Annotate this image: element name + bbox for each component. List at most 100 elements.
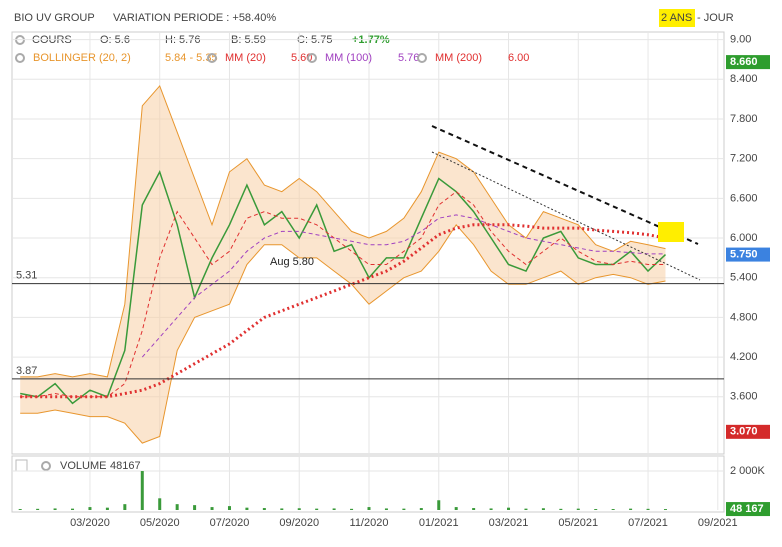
volume-bar bbox=[53, 508, 57, 510]
x-tick-label: 05/2020 bbox=[140, 517, 180, 529]
volume-bar bbox=[594, 509, 598, 510]
y-tick-label: 6.000 bbox=[730, 232, 758, 244]
legend-value: 5.84 - 5.35 bbox=[165, 52, 218, 64]
legend-icon[interactable] bbox=[15, 53, 25, 63]
volume-tag-label: 48 167 bbox=[730, 503, 764, 515]
y-tick-label: 7.800 bbox=[730, 113, 758, 125]
period-highlight bbox=[659, 9, 695, 27]
volume-last: 48167 bbox=[110, 460, 141, 472]
x-tick-label: 07/2020 bbox=[210, 517, 250, 529]
volume-panel bbox=[11, 455, 725, 513]
volume-bar bbox=[227, 506, 231, 510]
bollinger-lower bbox=[20, 223, 666, 444]
y-tick-label: 4.200 bbox=[730, 351, 758, 363]
x-tick-label: 09/2020 bbox=[279, 517, 319, 529]
trend-line bbox=[431, 151, 701, 281]
price-tag-label: 3.070 bbox=[730, 426, 758, 438]
x-tick-label: 07/2021 bbox=[628, 517, 668, 529]
x-tick-label: 09/2021 bbox=[698, 517, 738, 529]
volume-bar bbox=[350, 508, 354, 510]
volume-bar bbox=[402, 508, 406, 510]
annotation: Aug 5.80 bbox=[270, 256, 314, 268]
plot bbox=[12, 33, 724, 510]
volume-bar bbox=[158, 498, 162, 510]
price-tag bbox=[726, 424, 770, 439]
chart-title: BIO UV GROUP bbox=[14, 12, 95, 24]
volume-bar bbox=[71, 508, 75, 510]
y-tick-label: 3.600 bbox=[730, 391, 758, 403]
reference-label: 3.87 bbox=[16, 365, 37, 377]
settings-icon[interactable] bbox=[41, 461, 51, 471]
x-tick-label: 01/2021 bbox=[419, 517, 459, 529]
volume-bar bbox=[105, 507, 109, 510]
x-tick-label: 05/2021 bbox=[558, 517, 598, 529]
legend-icon[interactable] bbox=[207, 53, 217, 63]
volume-bar bbox=[88, 507, 92, 510]
volume-bar bbox=[489, 508, 493, 510]
trend-line bbox=[431, 125, 699, 245]
interval[interactable]: - JOUR bbox=[697, 12, 734, 24]
y-tick-label: 8.400 bbox=[730, 73, 758, 85]
series-line bbox=[20, 169, 667, 405]
volume-bar bbox=[454, 507, 458, 510]
legend-label: MM (100) bbox=[325, 52, 372, 64]
volume-bar bbox=[297, 508, 301, 510]
volume-bar bbox=[123, 504, 127, 510]
series-line bbox=[20, 223, 666, 399]
period[interactable]: 2 ANS bbox=[661, 12, 692, 24]
y-tick-label: 4.800 bbox=[730, 311, 758, 323]
volume-bar bbox=[507, 507, 511, 510]
x-tick-label: 11/2020 bbox=[350, 517, 389, 529]
price-panel bbox=[11, 31, 725, 455]
volume-bar bbox=[315, 508, 319, 510]
volume-bar bbox=[36, 508, 40, 510]
price-tag bbox=[726, 247, 770, 262]
volume-bar bbox=[175, 504, 179, 510]
volume-bar bbox=[646, 508, 650, 510]
volume-tag bbox=[726, 502, 770, 517]
volume-label: VOLUME bbox=[60, 460, 106, 472]
volume-bar bbox=[437, 500, 441, 510]
volume-bar bbox=[524, 508, 528, 510]
volume-bar bbox=[18, 509, 22, 510]
legend-label: BOLLINGER (20, 2) bbox=[33, 52, 131, 64]
volume-bar bbox=[629, 508, 633, 510]
x-tick-label: 03/2021 bbox=[489, 517, 529, 529]
legend-label: MM (200) bbox=[435, 52, 482, 64]
y-tick-label: 5.400 bbox=[730, 272, 758, 284]
legend-icon[interactable] bbox=[307, 53, 317, 63]
volume-bar bbox=[280, 508, 284, 510]
price-tag bbox=[726, 55, 770, 70]
volume-bar bbox=[559, 508, 563, 510]
volume-bar bbox=[611, 509, 615, 510]
series-line bbox=[141, 214, 666, 358]
legend-value: 5.76 bbox=[398, 52, 419, 64]
y-tick-label: 7.200 bbox=[730, 153, 758, 165]
y-tick-label: 2 000K bbox=[730, 465, 766, 477]
reference-label: 5.31 bbox=[16, 270, 37, 282]
volume-bar bbox=[576, 508, 580, 510]
volume-bar bbox=[541, 508, 545, 510]
variation: VARIATION PERIODE : +58.40% bbox=[113, 12, 276, 24]
volume-bar bbox=[210, 507, 214, 510]
volume-bar bbox=[332, 508, 336, 510]
legend-icon[interactable] bbox=[417, 53, 427, 63]
volume-bar bbox=[663, 509, 667, 510]
price-tag-label: 5.750 bbox=[730, 248, 758, 260]
legend-value: 5.60 bbox=[291, 52, 312, 64]
volume-bar bbox=[140, 471, 144, 510]
price-tag-label: 8.660 bbox=[730, 56, 758, 68]
bollinger-upper bbox=[20, 84, 666, 378]
volume-bar bbox=[245, 507, 249, 510]
x-tick-label: 03/2020 bbox=[70, 517, 110, 529]
volume-bar bbox=[384, 508, 388, 510]
legend-label: MM (20) bbox=[225, 52, 266, 64]
bollinger-fill bbox=[20, 85, 666, 444]
highlight bbox=[658, 222, 684, 242]
legend-value: 6.00 bbox=[508, 52, 529, 64]
y-tick-label: 9.00 bbox=[730, 34, 751, 46]
volume-bar bbox=[367, 507, 371, 510]
volume-bar bbox=[472, 508, 476, 510]
volume-bar bbox=[193, 505, 197, 510]
